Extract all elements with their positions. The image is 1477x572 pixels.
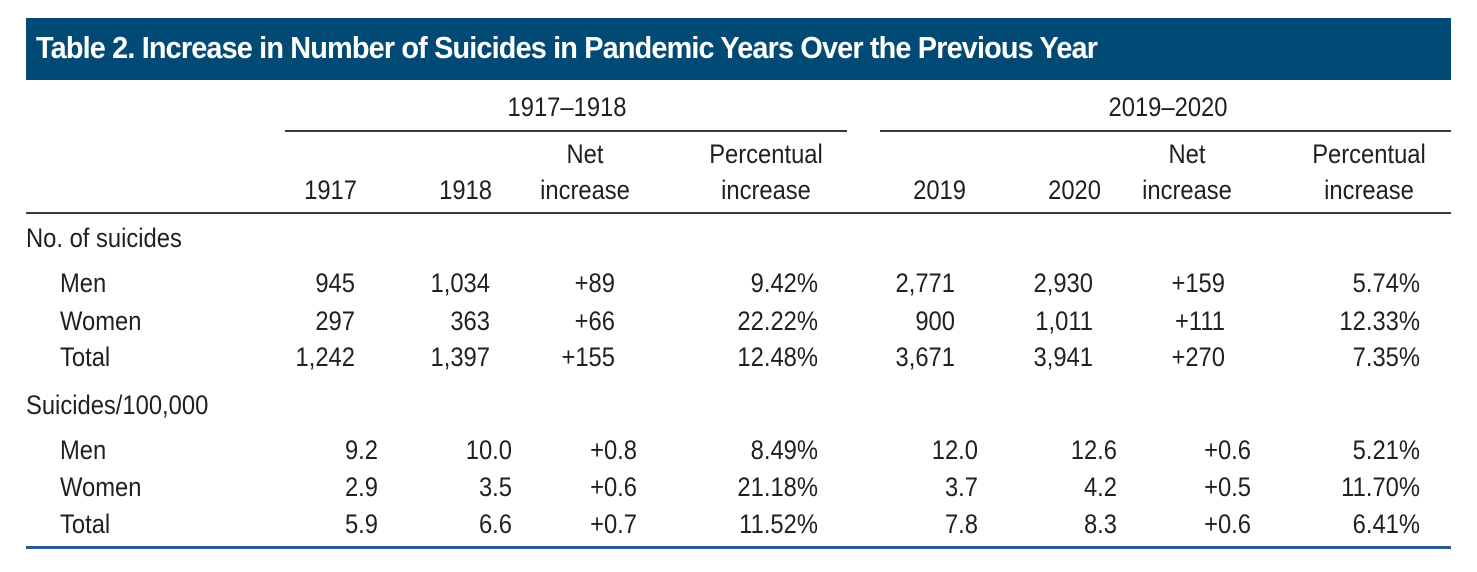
table-cell: 12.33% bbox=[1339, 306, 1420, 336]
table-cell: +0.6 bbox=[1204, 509, 1251, 539]
section-label: No. of suicides bbox=[26, 223, 182, 253]
table-cell: 12.6 bbox=[1070, 435, 1117, 465]
table-title-bar: Table 2. Increase in Number of Suicides … bbox=[26, 18, 1451, 80]
table-cell: 22.22% bbox=[737, 306, 818, 336]
table-cell: 3,941 bbox=[1033, 342, 1093, 372]
table-cell: +0.5 bbox=[1204, 472, 1251, 502]
table-cell: 5.21% bbox=[1352, 435, 1420, 465]
group-underline-2019-2020 bbox=[880, 130, 1451, 132]
table-cell: 8.3 bbox=[1083, 509, 1117, 539]
table-cell: +66 bbox=[574, 306, 615, 336]
table-cell: 945 bbox=[315, 268, 355, 298]
column-header-line1: Net bbox=[1168, 139, 1206, 169]
table-title: Table 2. Increase in Number of Suicides … bbox=[36, 30, 1098, 65]
table-cell: 2,771 bbox=[895, 268, 955, 298]
column-header-line2: 2020 bbox=[1048, 175, 1101, 205]
table-cell: 4.2 bbox=[1083, 472, 1117, 502]
row-label: Men bbox=[60, 268, 107, 298]
table-cell: 297 bbox=[315, 306, 355, 336]
row-label: Total bbox=[60, 509, 111, 539]
column-header-line2: increase bbox=[721, 175, 811, 205]
table-cell: +111 bbox=[1175, 306, 1225, 336]
table-cell: 3.7 bbox=[944, 472, 978, 502]
table-cell: +270 bbox=[1171, 342, 1225, 372]
table-cell: 1,011 bbox=[1035, 306, 1093, 336]
table-cell: +155 bbox=[561, 342, 615, 372]
column-header-line1: Percentual bbox=[709, 139, 823, 169]
table-cell: 9.2 bbox=[344, 435, 378, 465]
table-cell: 6.6 bbox=[478, 509, 512, 539]
column-header-line1: Percentual bbox=[1312, 139, 1426, 169]
table-cell: 7.35% bbox=[1352, 342, 1420, 372]
table-cell: 1,034 bbox=[430, 268, 490, 298]
table-cell: 10.0 bbox=[465, 435, 512, 465]
table-cell: 11.52% bbox=[739, 509, 818, 539]
column-header-line2: 1918 bbox=[439, 175, 492, 205]
row-label: Men bbox=[60, 435, 107, 465]
section-label: Suicides/100,000 bbox=[26, 390, 209, 420]
group-header-2019-2020: 2019–2020 bbox=[1108, 92, 1228, 122]
table-cell: +0.6 bbox=[1204, 435, 1251, 465]
table-cell: 1,242 bbox=[295, 342, 355, 372]
table-cell: +0.8 bbox=[590, 435, 637, 465]
table-cell: 363 bbox=[450, 306, 490, 336]
table-cell: 11.70% bbox=[1341, 472, 1420, 502]
table-cell: 12.0 bbox=[931, 435, 978, 465]
column-header-line1: Net bbox=[566, 139, 604, 169]
group-header-1917-1918: 1917–1918 bbox=[507, 92, 627, 122]
table-cell: +159 bbox=[1171, 268, 1225, 298]
table-cell: 8.49% bbox=[750, 435, 818, 465]
row-label: Total bbox=[60, 342, 111, 372]
table-cell: 5.74% bbox=[1352, 268, 1420, 298]
table-cell: +89 bbox=[574, 268, 615, 298]
table-cell: 7.8 bbox=[944, 509, 978, 539]
column-header-line2: increase bbox=[1142, 175, 1232, 205]
table-cell: +0.6 bbox=[590, 472, 637, 502]
table-cell: 21.18% bbox=[737, 472, 818, 502]
table-cell: 3.5 bbox=[478, 472, 512, 502]
column-header-line2: 1917 bbox=[304, 175, 357, 205]
table-cell: 9.42% bbox=[750, 268, 818, 298]
table-cell: 12.48% bbox=[737, 342, 818, 372]
row-label: Women bbox=[60, 306, 142, 336]
table-cell: 5.9 bbox=[344, 509, 378, 539]
table-cell: 2,930 bbox=[1033, 268, 1093, 298]
column-header-line2: increase bbox=[1324, 175, 1414, 205]
table-cell: 3,671 bbox=[895, 342, 955, 372]
group-underline-1917-1918 bbox=[285, 130, 847, 132]
table-cell: 900 bbox=[915, 306, 955, 336]
column-header-line2: 2019 bbox=[913, 175, 966, 205]
table-cell: 6.41% bbox=[1352, 509, 1420, 539]
header-bottom-rule bbox=[26, 212, 1451, 214]
table-bottom-rule bbox=[26, 546, 1451, 549]
row-label: Women bbox=[60, 472, 142, 502]
table-cell: 2.9 bbox=[344, 472, 378, 502]
table-cell: 1,397 bbox=[430, 342, 490, 372]
table-cell: +0.7 bbox=[590, 509, 637, 539]
column-header-line2: increase bbox=[540, 175, 630, 205]
